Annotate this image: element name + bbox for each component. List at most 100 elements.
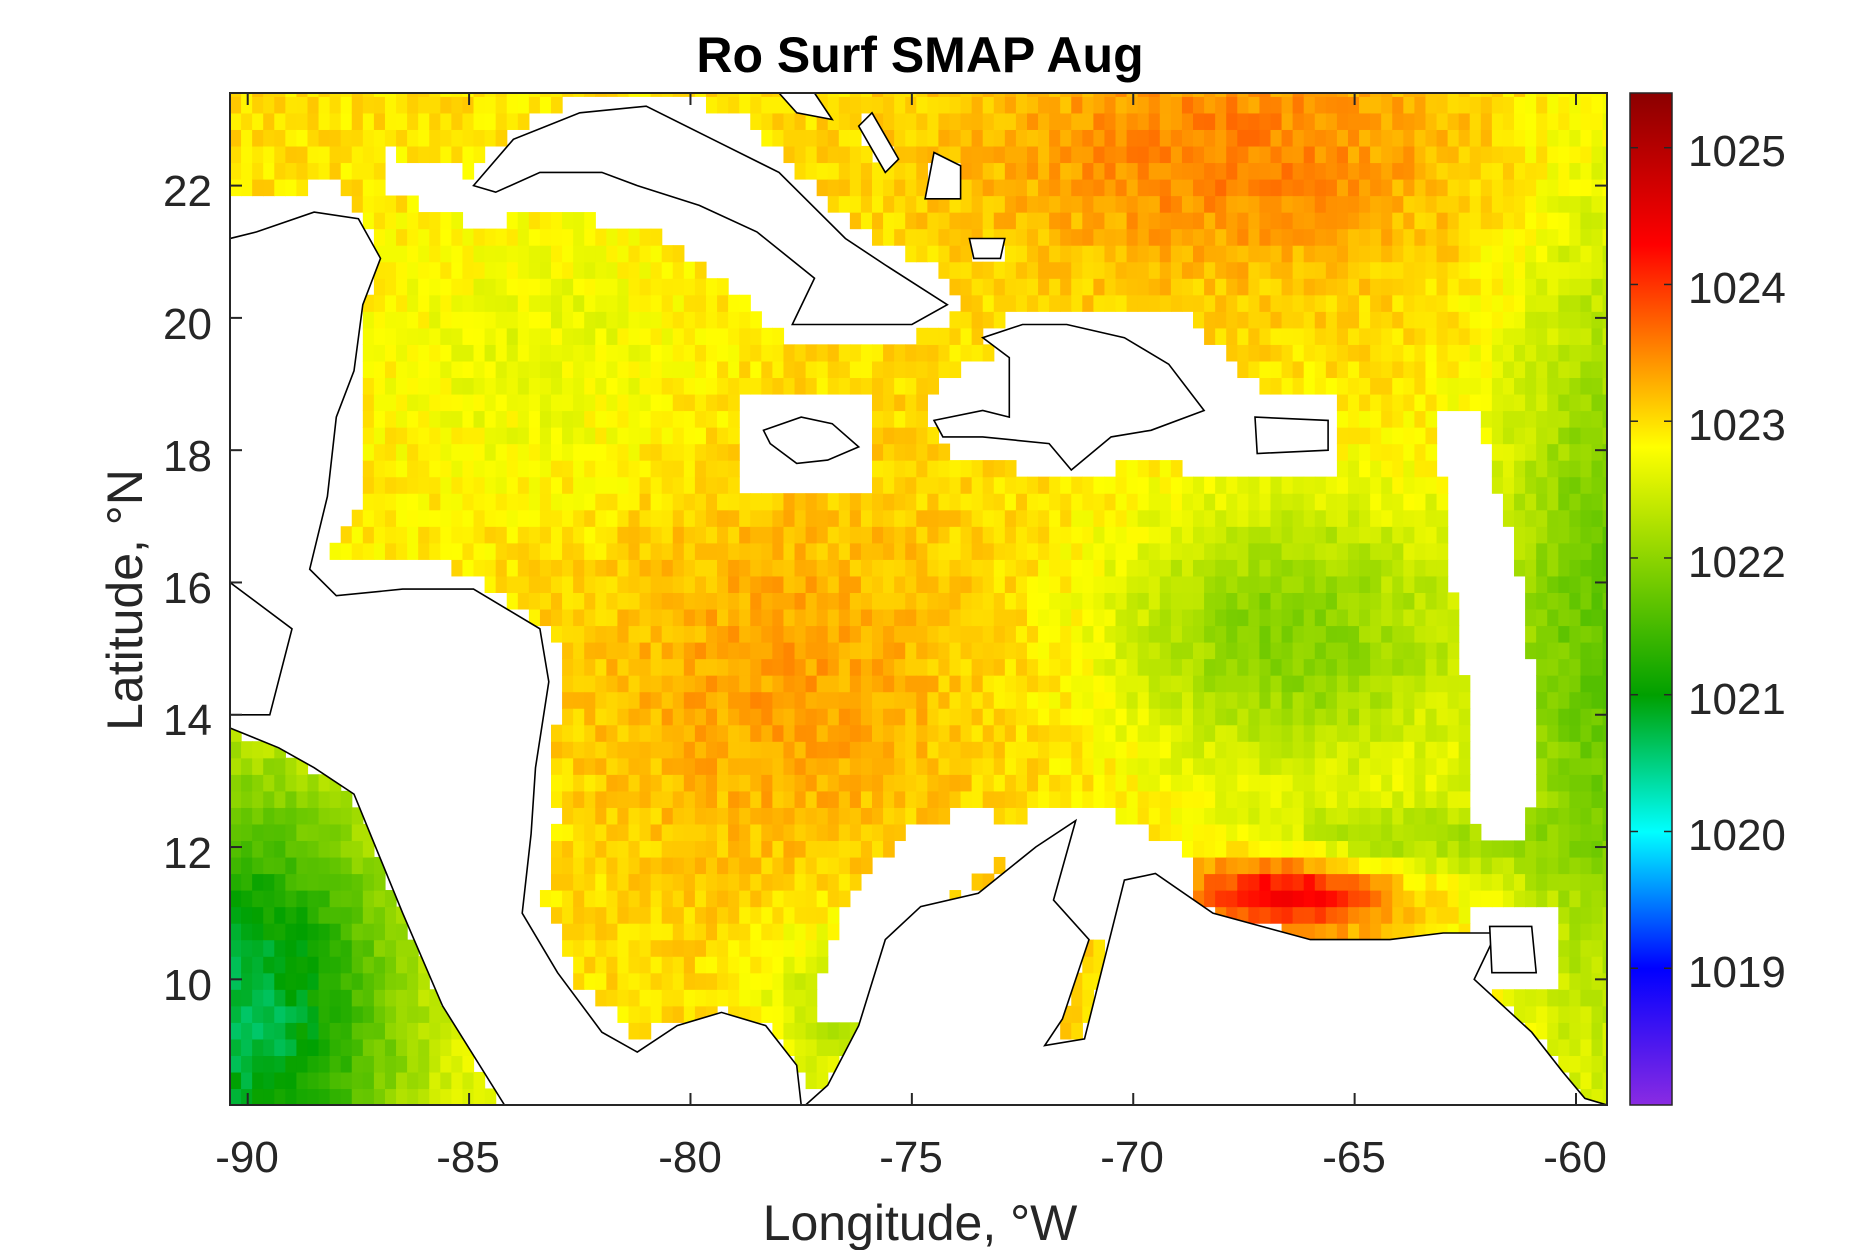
heatmap-cell — [949, 724, 962, 742]
heatmap-cell — [1303, 145, 1316, 164]
heatmap-cell — [1004, 129, 1017, 147]
heatmap-cell — [373, 1038, 386, 1056]
heatmap-cell — [1591, 939, 1604, 957]
heatmap-cell — [1436, 559, 1449, 577]
heatmap-cell — [1181, 823, 1194, 842]
heatmap-cell — [849, 493, 862, 511]
heatmap-cell — [340, 1038, 353, 1056]
heatmap-cell — [396, 1038, 408, 1056]
heatmap-cell — [883, 840, 895, 858]
heatmap-cell — [1215, 493, 1227, 511]
heatmap-cell — [1049, 658, 1061, 676]
heatmap-cell — [894, 93, 906, 97]
heatmap-cell — [1281, 592, 1294, 610]
heatmap-cell — [1447, 178, 1460, 197]
heatmap-cell — [1547, 476, 1559, 494]
heatmap-cell — [905, 360, 917, 379]
heatmap-cell — [1425, 641, 1438, 660]
heatmap-cell — [1447, 608, 1460, 627]
heatmap-cell — [772, 956, 785, 974]
heatmap-cell — [584, 675, 596, 693]
heatmap-cell — [1259, 212, 1272, 230]
heatmap-cell — [1580, 311, 1593, 329]
heatmap-cell — [1403, 542, 1415, 560]
heatmap-cell — [672, 1005, 685, 1023]
heatmap-cell — [506, 427, 519, 445]
heatmap-cell — [1403, 559, 1415, 577]
heatmap-cell — [993, 675, 1006, 693]
heatmap-cell — [1514, 493, 1526, 511]
heatmap-cell — [650, 575, 663, 593]
heatmap-cell — [1425, 427, 1438, 445]
heatmap-cell — [462, 311, 475, 329]
heatmap-cell — [927, 741, 940, 759]
heatmap-cell — [728, 377, 740, 395]
heatmap-cell — [384, 1022, 397, 1040]
heatmap-cell — [1170, 129, 1183, 147]
heatmap-cell — [1093, 790, 1106, 808]
heatmap-cell — [683, 377, 696, 395]
heatmap-cell — [274, 1038, 286, 1056]
heatmap-cell — [694, 873, 707, 891]
heatmap-cell — [628, 443, 641, 461]
heatmap-cell — [705, 493, 718, 511]
heatmap-cell — [1525, 493, 1537, 511]
heatmap-cell — [1148, 774, 1161, 792]
heatmap-cell — [916, 427, 928, 445]
heatmap-cell — [1248, 360, 1261, 379]
heatmap-cell — [761, 93, 773, 97]
heatmap-cell — [1292, 509, 1305, 527]
heatmap-cell — [1137, 757, 1150, 775]
heatmap-cell — [1082, 675, 1094, 693]
heatmap-cell — [1314, 757, 1327, 775]
heatmap-cell — [772, 1022, 785, 1040]
heatmap-cell — [860, 724, 873, 742]
heatmap-cell — [783, 129, 796, 147]
heatmap-cell — [1392, 377, 1404, 395]
heatmap-cell — [1347, 708, 1360, 726]
heatmap-cell — [1502, 890, 1515, 908]
heatmap-cell — [650, 989, 663, 1007]
heatmap-cell — [296, 989, 309, 1007]
heatmap-cell — [517, 96, 530, 114]
heatmap-cell — [528, 443, 541, 461]
heatmap-cell — [805, 708, 818, 726]
heatmap-cell — [1547, 443, 1559, 461]
heatmap-cell — [1226, 675, 1238, 693]
heatmap-cell — [539, 377, 552, 395]
heatmap-cell — [506, 393, 519, 412]
heatmap-cell — [672, 989, 685, 1007]
heatmap-cell — [1292, 625, 1305, 643]
heatmap-cell — [1104, 245, 1117, 263]
heatmap-cell — [1204, 724, 1216, 742]
heatmap-cell — [1082, 476, 1094, 494]
heatmap-cell — [1314, 509, 1327, 527]
heatmap-cell — [1270, 129, 1283, 147]
heatmap-cell — [1325, 675, 1338, 693]
heatmap-cell — [1447, 93, 1460, 97]
heatmap-cell — [827, 890, 840, 908]
heatmap-cell — [805, 823, 818, 842]
heatmap-cell — [717, 856, 729, 875]
heatmap-cell — [1381, 195, 1393, 213]
heatmap-cell — [1414, 542, 1427, 560]
heatmap-cell — [849, 112, 862, 130]
heatmap-cell — [1536, 212, 1548, 230]
heatmap-cell — [1038, 476, 1050, 494]
heatmap-cell — [1148, 162, 1161, 180]
heatmap-cell — [1370, 774, 1382, 792]
heatmap-cell — [816, 575, 829, 593]
heatmap-cell — [1547, 96, 1559, 114]
heatmap-cell — [1237, 575, 1249, 593]
heatmap-cell — [1436, 708, 1449, 726]
heatmap-cell — [1403, 145, 1415, 164]
heatmap-cell — [849, 509, 862, 527]
heatmap-cell — [982, 708, 995, 726]
heatmap-cell — [916, 460, 928, 478]
heatmap-cell — [252, 906, 264, 924]
heatmap-cell — [351, 129, 364, 147]
heatmap-cell — [838, 608, 851, 627]
heatmap-cell — [1281, 774, 1294, 792]
heatmap-cell — [1414, 873, 1427, 891]
heatmap-cell — [528, 542, 541, 560]
